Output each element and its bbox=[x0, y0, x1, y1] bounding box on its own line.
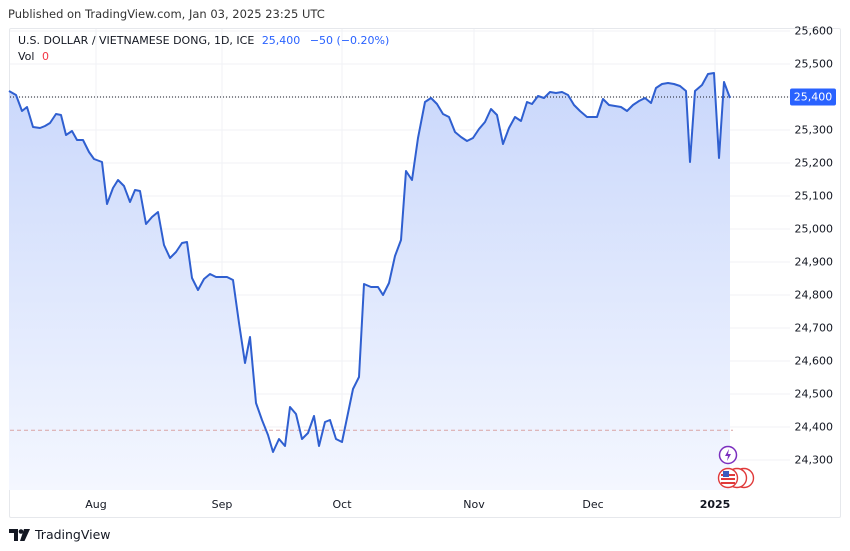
y-tick-label: 24,600 bbox=[794, 354, 834, 368]
last-price-badge: 25,400 bbox=[790, 88, 836, 106]
lightning-icon[interactable] bbox=[718, 445, 738, 465]
y-tick-label: 24,400 bbox=[794, 420, 834, 434]
last-price: 25,400 bbox=[261, 34, 301, 47]
y-tick-label: 25,000 bbox=[794, 222, 834, 236]
x-tick-label: 2025 bbox=[699, 498, 731, 511]
x-tick-label: Sep bbox=[211, 498, 233, 511]
price-line bbox=[8, 72, 731, 453]
volume-label: Vol bbox=[18, 50, 35, 63]
x-tick-label: Oct bbox=[332, 498, 352, 511]
y-tick-label: 25,500 bbox=[794, 57, 834, 71]
y-tick-label: 25,300 bbox=[794, 123, 834, 137]
tradingview-logo[interactable]: TradingView bbox=[9, 527, 111, 542]
price-area bbox=[9, 73, 730, 490]
y-tick-label: 24,800 bbox=[794, 288, 834, 302]
price-change: −50 (−0.20%) bbox=[309, 34, 390, 47]
y-tick-label: 24,900 bbox=[794, 255, 834, 269]
x-tick-label: Aug bbox=[85, 498, 107, 511]
y-tick-label: 24,300 bbox=[794, 453, 834, 467]
y-tick-label: 25,600 bbox=[794, 24, 834, 38]
x-tick-label: Dec bbox=[582, 498, 604, 511]
symbol-label: U.S. DOLLAR / VIETNAMESE DONG, 1D, ICE bbox=[18, 34, 255, 47]
chart-legend: U.S. DOLLAR / VIETNAMESE DONG, 1D, ICE 2… bbox=[18, 33, 389, 65]
x-tick-label: Nov bbox=[463, 498, 485, 511]
tradingview-wordmark: TradingView bbox=[35, 527, 111, 542]
y-tick-label: 25,200 bbox=[794, 156, 834, 170]
tradingview-mark-icon bbox=[9, 528, 30, 541]
us-flag-icon[interactable] bbox=[717, 467, 757, 489]
y-tick-label: 24,500 bbox=[794, 387, 834, 401]
y-tick-label: 25,100 bbox=[794, 189, 834, 203]
volume-value: 0 bbox=[41, 50, 49, 63]
published-caption: Published on TradingView.com, Jan 03, 20… bbox=[8, 7, 325, 21]
y-tick-label: 24,700 bbox=[794, 321, 834, 335]
